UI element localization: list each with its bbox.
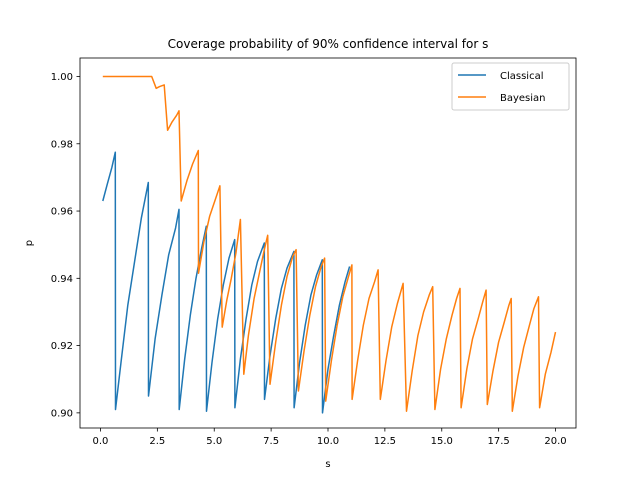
legend-label-classical: Classical [500, 71, 544, 82]
series-line-classical [102, 151, 351, 414]
y-tick-label: 1.00 [51, 72, 73, 83]
y-tick-label: 0.92 [51, 341, 73, 352]
x-axis-title: s [325, 459, 330, 470]
legend-label-bayesian: Bayesian [500, 93, 546, 104]
x-tick-label: 12.5 [374, 436, 396, 447]
legend: Classical Bayesian [451, 62, 570, 111]
x-tick-label: 15.0 [431, 436, 453, 447]
chart-title: Coverage probability of 90% confidence i… [168, 37, 489, 51]
y-tick-label: 0.98 [51, 139, 73, 150]
x-tick-label: 17.5 [488, 436, 510, 447]
x-tick-label: 0.0 [93, 436, 109, 447]
x-tick-label: 7.5 [263, 436, 279, 447]
y-axis: 0.90 0.92 0.94 0.96 0.98 1.00 [51, 72, 80, 419]
x-tick-label: 5.0 [206, 436, 222, 447]
x-axis: 0.0 2.5 5.0 7.5 10.0 12.5 15.0 17.5 20.0 [93, 428, 567, 447]
y-tick-label: 0.96 [51, 207, 73, 218]
y-tick-label: 0.90 [51, 408, 73, 419]
y-tick-label: 0.94 [51, 274, 73, 285]
y-axis-title: p [24, 240, 35, 246]
series-layer [102, 75, 557, 414]
x-tick-label: 10.0 [317, 436, 339, 447]
series-line-bayesian [102, 75, 557, 412]
x-tick-label: 20.0 [544, 436, 566, 447]
x-tick-label: 2.5 [149, 436, 165, 447]
